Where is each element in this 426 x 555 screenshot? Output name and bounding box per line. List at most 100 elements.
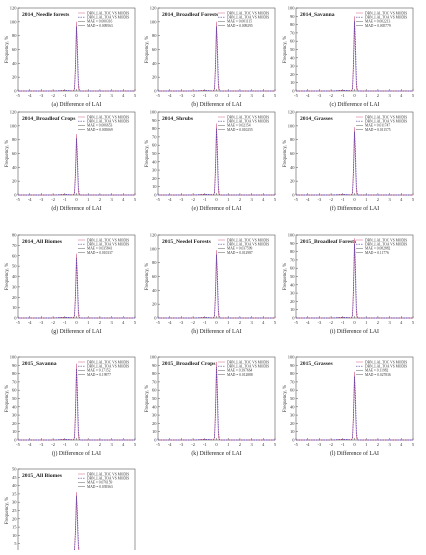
y-tick-label: 60 (12, 47, 17, 52)
y-tick-label: 20 (12, 295, 17, 300)
x-tick-label: -5 (156, 442, 160, 447)
legend-label: MAD = 0.005779 (365, 24, 391, 28)
x-tick-label: 2 (99, 442, 101, 447)
y-tick-label: 70 (12, 243, 17, 248)
chart-panel: -5-4-3-2-1012345051015202530354045502015… (5, 467, 137, 555)
x-tick-label: 0 (215, 197, 218, 202)
legend-label: DBN_LAI_TOC VS MODIS (227, 360, 269, 364)
legend-label: MAD = 0.009563 (87, 24, 113, 28)
x-tick-label: -4 (28, 197, 32, 202)
legend-label: MAD = 0.010337 (87, 251, 113, 255)
legend-label: DBN_LAI_TOC VS MODIS (365, 238, 407, 242)
panel-caption: (d) Difference of LAI (51, 205, 101, 212)
y-tick-label: 40 (12, 483, 17, 488)
x-tick-label: -5 (294, 442, 298, 447)
x-tick-label: 0 (215, 320, 218, 325)
y-tick-label: 0 (14, 89, 17, 94)
x-tick-label: 5 (274, 93, 277, 98)
y-tick-label: 80 (290, 137, 295, 142)
series-line-toa (158, 254, 275, 319)
panel-caption: (i) Difference of LAI (330, 328, 379, 335)
panel-caption: (l) Difference of LAI (330, 450, 379, 457)
y-tick-label: 80 (12, 371, 17, 376)
x-tick-label: 2 (377, 320, 379, 325)
legend-label: MAE = 0.011747 (365, 124, 390, 128)
panel-caption: (f) Difference of LAI (330, 205, 379, 212)
x-tick-label: -1 (203, 442, 207, 447)
x-tick-label: -4 (306, 442, 310, 447)
x-tick-label: 4 (400, 197, 403, 202)
legend-label: MAD = 0.19977 (87, 373, 111, 377)
series-line-toc (158, 361, 275, 441)
x-tick-label: -5 (16, 197, 20, 202)
x-tick-label: -3 (40, 197, 44, 202)
y-tick-label: 40 (152, 61, 157, 66)
x-tick-label: 5 (412, 93, 415, 98)
chart-panel: -5 -4 -3 -2 -1 0 1 2 3 4 5010203040506070809010020… (145, 110, 277, 213)
y-tick-label: 70 (152, 134, 157, 139)
legend-label: DBN_LAI_TOC VS MODIS (87, 360, 129, 364)
series-line-toa (18, 138, 135, 196)
x-tick-label: 2 (377, 442, 379, 447)
x-tick-label: -3 (40, 93, 44, 98)
x-tick-label: 0 (75, 442, 78, 447)
series-line-toa (158, 128, 275, 196)
x-tick-label: -2 (51, 93, 55, 98)
x-tick-label: 1 (365, 93, 367, 98)
x-tick-label: 1 (87, 320, 89, 325)
y-tick-label: 120 (150, 233, 158, 238)
x-tick-label: 0 (75, 320, 78, 325)
x-tick-label: 4 (122, 93, 125, 98)
plot-frame (295, 111, 414, 196)
y-tick-label: 50 (152, 151, 157, 156)
x-tick-label: 5 (134, 93, 137, 98)
x-tick-label: 4 (262, 93, 265, 98)
legend-label: MAD = 0.012987 (227, 251, 253, 255)
y-axis-label: Frequency, % (283, 263, 288, 290)
legend-label: MAE = 0.397664 (227, 369, 252, 373)
chart-panel: -5 -4 -3 -2 -1 0 1 2 3 4 5010203040506070809010020… (283, 233, 415, 336)
x-tick-label: 2 (239, 320, 241, 325)
y-tick-label: 10 (152, 429, 157, 434)
series-line-toc (18, 134, 135, 196)
legend-label: DBN_LAI_TOC VS MODIS (87, 115, 129, 119)
y-tick-label: 100 (150, 246, 158, 251)
legend-label: MAD = 0.039363 (87, 485, 113, 489)
x-tick-label: 0 (353, 442, 356, 447)
legend-label: MAE = 0.037599 (227, 247, 252, 251)
chart-panel: -5 -4 -3 -2 -1 0 1 2 3 4 5010203040506070809010020… (283, 355, 415, 458)
y-tick-label: 50 (290, 47, 295, 52)
chart-panel: -5 -4 -3 -2 -1 0 1 2 3 4 5010203040506070809010020… (145, 355, 277, 458)
y-axis-label: Frequency, % (145, 263, 150, 290)
y-tick-label: 30 (290, 291, 295, 296)
x-tick-label: 2 (377, 197, 379, 202)
x-tick-label: 2 (239, 442, 241, 447)
x-tick-label: 3 (110, 320, 113, 325)
y-tick-label: 60 (12, 253, 17, 258)
y-axis-label: Frequency, % (5, 36, 10, 63)
chart-title: 2015_Broadleaf Forests (300, 239, 357, 245)
y-tick-label: 30 (12, 413, 17, 418)
x-tick-label: -3 (180, 197, 184, 202)
chart-title: 2014_Broadleaf Crops (22, 116, 76, 122)
y-tick-label: 80 (290, 371, 295, 376)
y-tick-label: 60 (290, 388, 295, 393)
panel-caption: (c) Difference of LAI (330, 101, 380, 108)
legend-label: DBN_LAI_TOA VS MODIS (87, 365, 129, 369)
x-tick-label: -5 (16, 93, 20, 98)
y-tick-label: 10 (290, 429, 295, 434)
legend-label: DBN_LAI_TOA VS MODIS (227, 243, 269, 247)
x-tick-label: 5 (274, 320, 277, 325)
y-tick-label: 0 (154, 89, 157, 94)
x-tick-label: 1 (365, 442, 367, 447)
y-tick-label: 0 (292, 438, 295, 443)
y-tick-label: 100 (10, 355, 18, 360)
x-tick-label: 1 (87, 197, 89, 202)
x-tick-label: -2 (191, 442, 195, 447)
legend-label: MAD = 0.027836 (365, 373, 391, 377)
x-tick-label: 2 (377, 93, 379, 98)
x-tick-label: -2 (191, 320, 195, 325)
y-axis-label: Frequency, % (283, 385, 288, 412)
y-tick-label: 10 (12, 305, 17, 310)
y-tick-label: 100 (150, 355, 158, 360)
